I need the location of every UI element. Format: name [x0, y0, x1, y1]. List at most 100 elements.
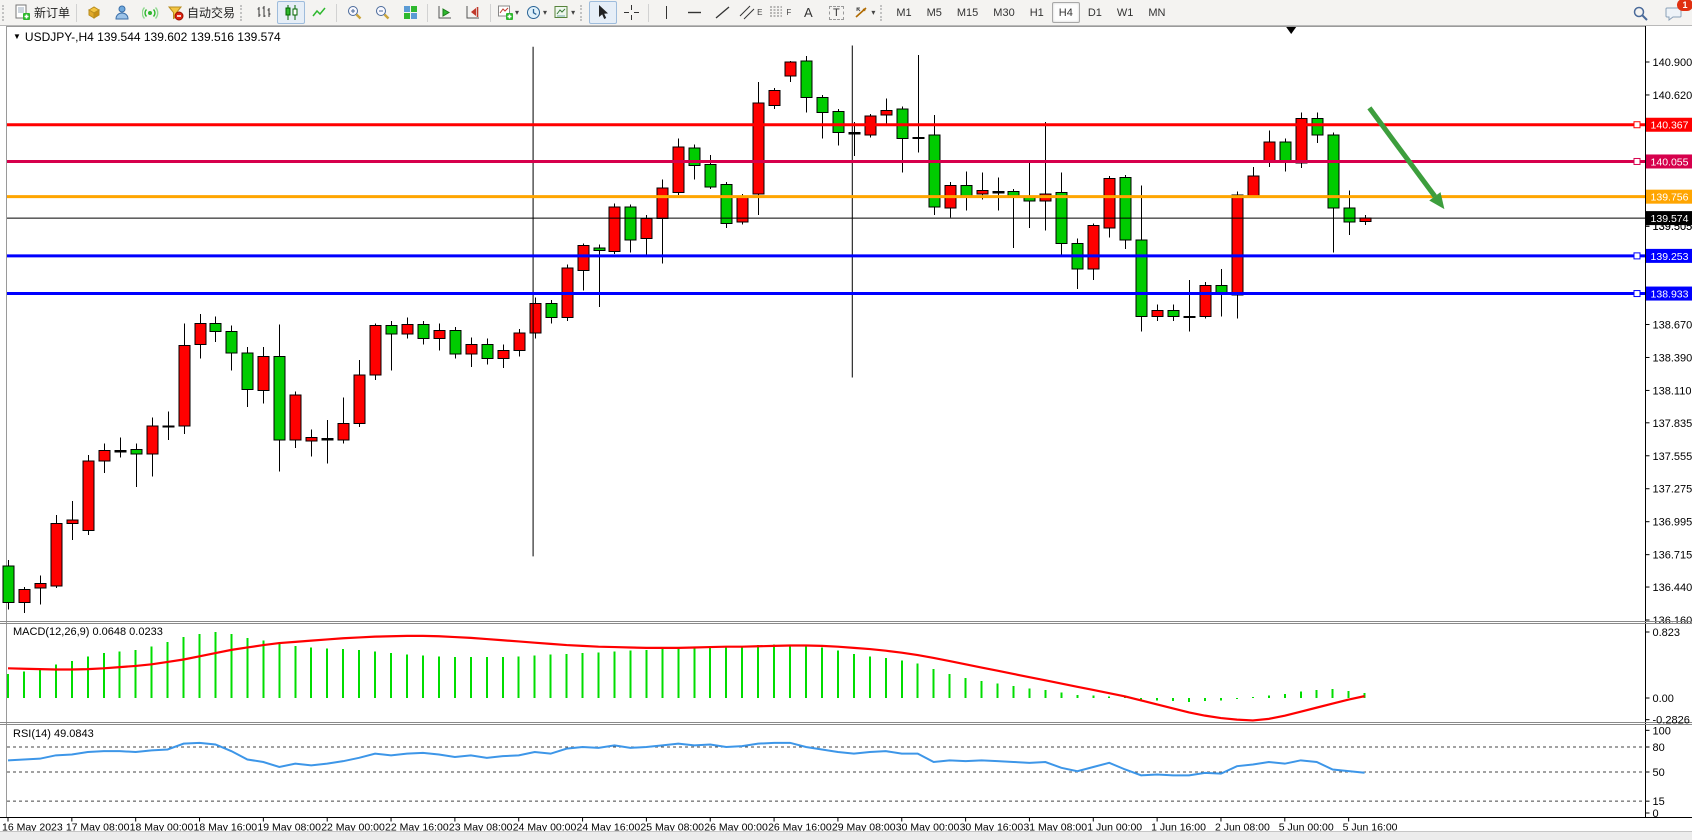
market-icon	[86, 4, 103, 21]
new-order-button[interactable]: 新订单	[11, 1, 73, 24]
periods-clock-icon	[525, 4, 542, 21]
templates-icon	[553, 4, 570, 21]
search-icon	[1632, 5, 1649, 22]
line-chart-icon	[311, 4, 328, 21]
zoom-in-button[interactable]	[340, 1, 368, 24]
timeframe-M30[interactable]: M30	[986, 2, 1021, 23]
equidistant-channel-button[interactable]: E	[736, 1, 765, 24]
svg-text:137.835: 137.835	[1653, 418, 1692, 430]
svg-text:0.823: 0.823	[1653, 627, 1681, 639]
svg-text:139.756: 139.756	[1651, 192, 1689, 204]
toolbar-grip	[2, 5, 9, 21]
text-label-button[interactable]: T	[822, 1, 850, 24]
svg-text:140.367: 140.367	[1651, 120, 1689, 132]
cursor-icon	[595, 4, 612, 21]
text-label-icon: T	[829, 6, 844, 20]
periods-button[interactable]: ▾	[522, 1, 550, 24]
svg-text:139.253: 139.253	[1651, 251, 1689, 263]
text-icon: A	[804, 5, 813, 20]
svg-text:138.670: 138.670	[1653, 320, 1692, 332]
vertical-line-button[interactable]	[652, 1, 680, 24]
signals-button[interactable]	[108, 1, 136, 24]
market-button[interactable]	[80, 1, 108, 24]
chart-shift-button[interactable]	[459, 1, 487, 24]
line-handle[interactable]	[1634, 253, 1640, 259]
zoom-out-button[interactable]	[368, 1, 396, 24]
svg-text:0.00: 0.00	[1653, 693, 1674, 705]
timeframe-W1[interactable]: W1	[1110, 2, 1141, 23]
candlestick-chart-icon	[283, 4, 300, 21]
horizontal-line-button[interactable]	[680, 1, 708, 24]
auto-scroll-icon	[437, 4, 454, 21]
zoom-in-icon	[346, 4, 363, 21]
crosshair-button[interactable]	[617, 1, 645, 24]
chart-shift-icon	[465, 4, 482, 21]
bar-chart-icon	[255, 4, 272, 21]
svg-text:140.900: 140.900	[1653, 57, 1692, 69]
chart-ohlc-readout: USDJPY-,H4 139.544 139.602 139.516 139.5…	[25, 30, 281, 44]
line-handle[interactable]	[1634, 291, 1640, 297]
svg-text:136.440: 136.440	[1653, 582, 1692, 594]
news-radar-icon	[142, 4, 159, 21]
line-chart-button[interactable]	[305, 1, 333, 24]
timeframe-M15[interactable]: M15	[950, 2, 985, 23]
new-order-icon	[14, 4, 31, 21]
bar-chart-button[interactable]	[249, 1, 277, 24]
chat-button[interactable]: 1	[1660, 2, 1688, 25]
horizontal-line-icon	[686, 4, 703, 21]
fibonacci-button[interactable]: F	[765, 1, 794, 24]
timeframe-H1[interactable]: H1	[1023, 2, 1051, 23]
chart-window-title: ▼ USDJPY-,H4 139.544 139.602 139.516 139.…	[13, 30, 281, 44]
zoom-out-icon	[374, 4, 391, 21]
indicators-button[interactable]: ▾	[494, 1, 522, 24]
crosshair-icon	[623, 4, 640, 21]
timeframe-M5[interactable]: M5	[920, 2, 949, 23]
signals-icon	[114, 4, 131, 21]
svg-text:139.505: 139.505	[1653, 221, 1692, 233]
timeframe-D1[interactable]: D1	[1081, 2, 1109, 23]
line-handle[interactable]	[1634, 158, 1640, 164]
timeframe-MN[interactable]: MN	[1141, 2, 1172, 23]
svg-text:50: 50	[1653, 767, 1665, 779]
cursor-button[interactable]	[589, 1, 617, 24]
fibo-letter: F	[786, 8, 791, 17]
timeframe-M1[interactable]: M1	[889, 2, 918, 23]
rsi-indicator-label: RSI(14) 49.0843	[13, 728, 94, 740]
svg-text:137.555: 137.555	[1653, 451, 1692, 463]
channel-letter: E	[757, 8, 762, 17]
notification-badge: 1	[1677, 0, 1692, 11]
trendline-icon	[714, 4, 731, 21]
auto-scroll-button[interactable]	[431, 1, 459, 24]
trendline-button[interactable]	[708, 1, 736, 24]
line-handle[interactable]	[1634, 122, 1640, 128]
arrows-button[interactable]: ▾	[850, 1, 878, 24]
text-button[interactable]: A	[794, 1, 822, 24]
vertical-line-icon	[658, 4, 675, 21]
tile-windows-button[interactable]	[396, 1, 424, 24]
news-button[interactable]	[136, 1, 164, 24]
svg-text:136.715: 136.715	[1653, 550, 1692, 562]
svg-text:137.275: 137.275	[1653, 484, 1692, 496]
templates-button[interactable]: ▾	[550, 1, 578, 24]
timeframe-H4[interactable]: H4	[1052, 2, 1080, 23]
svg-text:136.995: 136.995	[1653, 517, 1692, 529]
equidistant-channel-icon	[739, 4, 756, 21]
new-order-label: 新订单	[34, 4, 70, 21]
arrows-icon	[853, 4, 870, 21]
search-button[interactable]	[1626, 2, 1654, 25]
auto-trading-icon	[167, 4, 184, 21]
svg-text:80: 80	[1653, 742, 1665, 754]
candlestick-chart-button[interactable]	[277, 1, 305, 24]
tile-windows-icon	[402, 4, 419, 21]
svg-text:138.110: 138.110	[1653, 385, 1692, 397]
macd-indicator-label: MACD(12,26,9) 0.0648 0.0233	[13, 626, 163, 638]
auto-trading-label: 自动交易	[187, 4, 235, 21]
indicators-dropdown-caret: ▾	[515, 8, 519, 17]
symbol-dropdown-icon[interactable]: ▼	[13, 32, 21, 41]
svg-text:15: 15	[1653, 796, 1665, 808]
auto-trading-button[interactable]: 自动交易	[164, 1, 238, 24]
svg-text:140.620: 140.620	[1653, 90, 1692, 102]
